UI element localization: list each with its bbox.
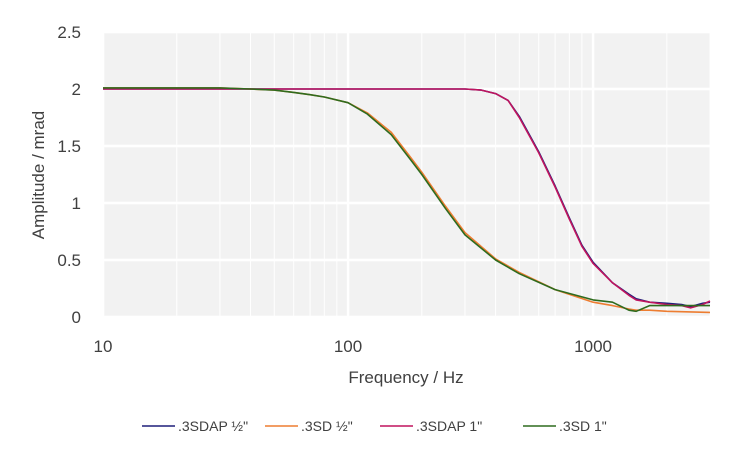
legend-label: .3SD ½" [301,418,353,434]
y-axis-ticks: 0 0.5 1 1.5 2 2.5 [57,23,81,327]
x-axis-label: Frequency / Hz [348,368,463,387]
series-lines [103,87,711,314]
legend-label: .3SDAP 1" [416,418,482,434]
legend-label: .3SDAP ½" [178,418,248,434]
legend-item: .3SDAP ½" [142,418,248,434]
y-tick-label: 0.5 [57,251,81,270]
legend: .3SDAP ½" .3SD ½" .3SDAP 1" .3SD 1" [142,418,607,434]
y-tick-label: 1.5 [57,137,81,156]
y-tick-label: 2 [72,80,81,99]
y-tick-label: 2.5 [57,23,81,42]
x-tick-label: 100 [334,337,362,356]
legend-item: .3SD 1" [523,418,607,434]
legend-item: .3SDAP 1" [380,418,482,434]
legend-item: .3SD ½" [265,418,353,434]
y-tick-label: 0 [72,308,81,327]
x-tick-label: 1000 [574,337,612,356]
y-tick-label: 1 [72,194,81,213]
y-axis-label: Amplitude / mrad [29,111,48,240]
gridlines [101,30,711,319]
x-tick-label: 10 [94,337,113,356]
plot-area [103,32,710,317]
x-axis-ticks: 10 100 1000 [94,337,612,356]
legend-label: .3SD 1" [559,418,607,434]
series-line [103,87,710,313]
